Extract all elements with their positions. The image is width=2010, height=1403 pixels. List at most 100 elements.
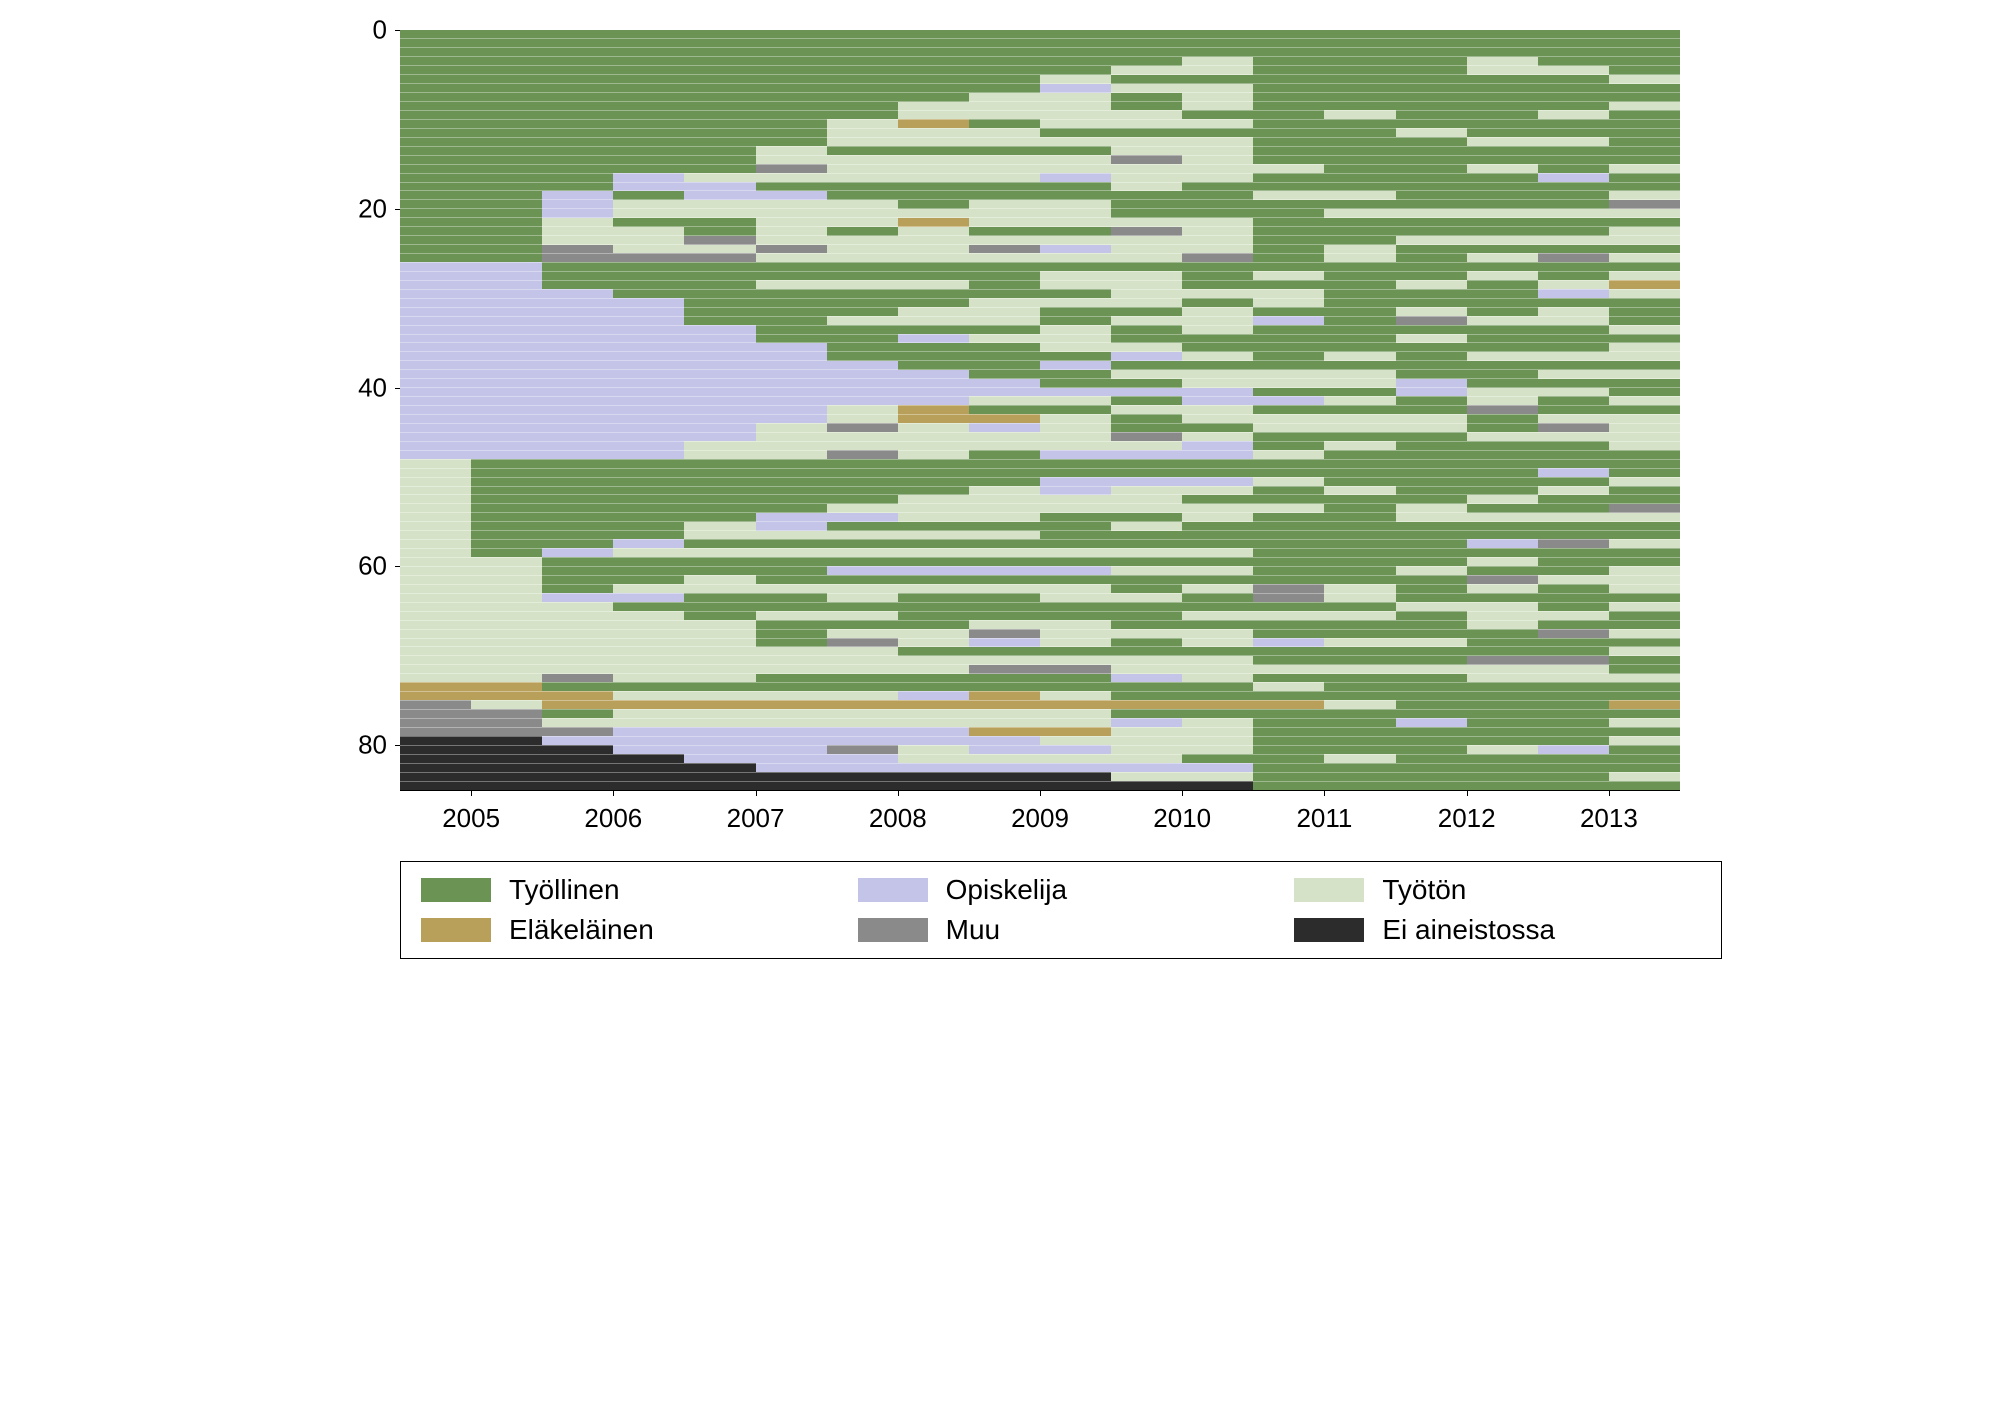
sequence-cell <box>1609 772 1680 781</box>
sequence-cell <box>400 611 684 620</box>
sequence-cell <box>400 164 756 173</box>
sequence-cell <box>1538 289 1609 298</box>
sequence-cell <box>400 66 1111 75</box>
sequence-cell <box>1538 486 1609 495</box>
sequence-cell <box>684 575 755 584</box>
sequence-cell <box>400 218 542 227</box>
sequence-cell <box>613 191 684 200</box>
sequence-cell <box>756 575 1467 584</box>
sequence-cell <box>1467 379 1680 388</box>
sequence-cell <box>613 602 1395 611</box>
sequence-cell <box>400 173 613 182</box>
sequence-cell <box>1467 718 1609 727</box>
sequence-cell <box>1396 396 1467 405</box>
sequence-cell <box>471 539 613 548</box>
sequence-cell <box>1467 432 1680 441</box>
x-tick-label: 2011 <box>1296 803 1352 834</box>
sequence-cell <box>898 102 1111 111</box>
sequence-cell <box>1538 253 1609 262</box>
sequence-cell <box>1467 584 1538 593</box>
sequence-cell <box>1396 593 1680 602</box>
sequence-cell <box>400 280 542 289</box>
sequence-cell <box>1396 602 1538 611</box>
sequence-cell <box>1609 745 1680 754</box>
sequence-row <box>400 754 1680 763</box>
sequence-cell <box>1040 691 1111 700</box>
x-tick-label: 2007 <box>727 803 785 834</box>
sequence-cell <box>1253 441 1324 450</box>
sequence-row <box>400 727 1680 736</box>
sequence-cell <box>1182 325 1253 334</box>
sequence-cell <box>1253 763 1680 772</box>
sequence-cell <box>542 227 684 236</box>
sequence-cell <box>1609 253 1680 262</box>
sequence-cell <box>1396 388 1467 397</box>
sequence-cell <box>1396 486 1538 495</box>
sequence-cell <box>471 522 684 531</box>
sequence-row <box>400 48 1680 57</box>
sequence-row <box>400 674 1680 683</box>
sequence-cell <box>1111 665 1609 674</box>
sequence-cell <box>400 700 471 709</box>
sequence-cell <box>1253 566 1395 575</box>
sequence-cell <box>1111 423 1253 432</box>
sequence-row <box>400 513 1680 522</box>
sequence-row <box>400 191 1680 200</box>
sequence-cell <box>400 709 542 718</box>
sequence-cell <box>542 575 684 584</box>
sequence-cell <box>1253 423 1466 432</box>
sequence-cell <box>1253 682 1324 691</box>
sequence-cell <box>400 191 542 200</box>
sequence-cell <box>1253 84 1680 93</box>
sequence-row <box>400 66 1680 75</box>
sequence-cell <box>684 539 1466 548</box>
sequence-chart: 020406080 200520062007200820092010201120… <box>330 30 1680 959</box>
sequence-cell <box>1609 629 1680 638</box>
sequence-cell <box>1040 736 1253 745</box>
sequence-cell <box>1253 638 1324 647</box>
sequence-cell <box>542 682 1253 691</box>
sequence-row <box>400 566 1680 575</box>
sequence-cell <box>400 102 898 111</box>
sequence-cell <box>684 227 755 236</box>
sequence-cell <box>1324 450 1680 459</box>
sequence-cell <box>1467 352 1680 361</box>
sequence-cell <box>1467 566 1609 575</box>
sequence-cell <box>1396 352 1467 361</box>
sequence-cell <box>1538 307 1609 316</box>
sequence-row <box>400 575 1680 584</box>
sequence-cell <box>613 745 826 754</box>
sequence-cell <box>400 271 542 280</box>
sequence-cell <box>1182 182 1680 191</box>
sequence-row <box>400 343 1680 352</box>
sequence-cell <box>1111 727 1253 736</box>
sequence-cell <box>1396 504 1467 513</box>
sequence-cell <box>684 173 1040 182</box>
sequence-cell <box>1040 477 1253 486</box>
sequence-cell <box>1182 271 1253 280</box>
sequence-cell <box>1396 370 1538 379</box>
sequence-cell <box>1040 173 1111 182</box>
sequence-cell <box>1182 102 1253 111</box>
sequence-cell <box>400 736 542 745</box>
sequence-cell <box>756 513 898 522</box>
sequence-cell <box>1182 227 1253 236</box>
sequence-cell <box>1609 584 1680 593</box>
sequence-cell <box>400 495 471 504</box>
sequence-cell <box>1467 504 1609 513</box>
sequence-cell <box>613 674 755 683</box>
sequence-cell <box>1609 486 1680 495</box>
sequence-cell <box>1040 280 1182 289</box>
sequence-cell <box>827 191 1254 200</box>
sequence-row <box>400 665 1680 674</box>
sequence-cell <box>613 289 1111 298</box>
sequence-cell <box>1609 423 1680 432</box>
sequence-cell <box>471 531 684 540</box>
y-tick-label: 20 <box>358 193 387 224</box>
sequence-cell <box>1324 316 1395 325</box>
x-tick-label: 2012 <box>1438 803 1496 834</box>
sequence-cell <box>400 388 1253 397</box>
sequence-cell <box>827 137 1254 146</box>
sequence-cell <box>542 700 1324 709</box>
sequence-cell <box>827 343 1040 352</box>
